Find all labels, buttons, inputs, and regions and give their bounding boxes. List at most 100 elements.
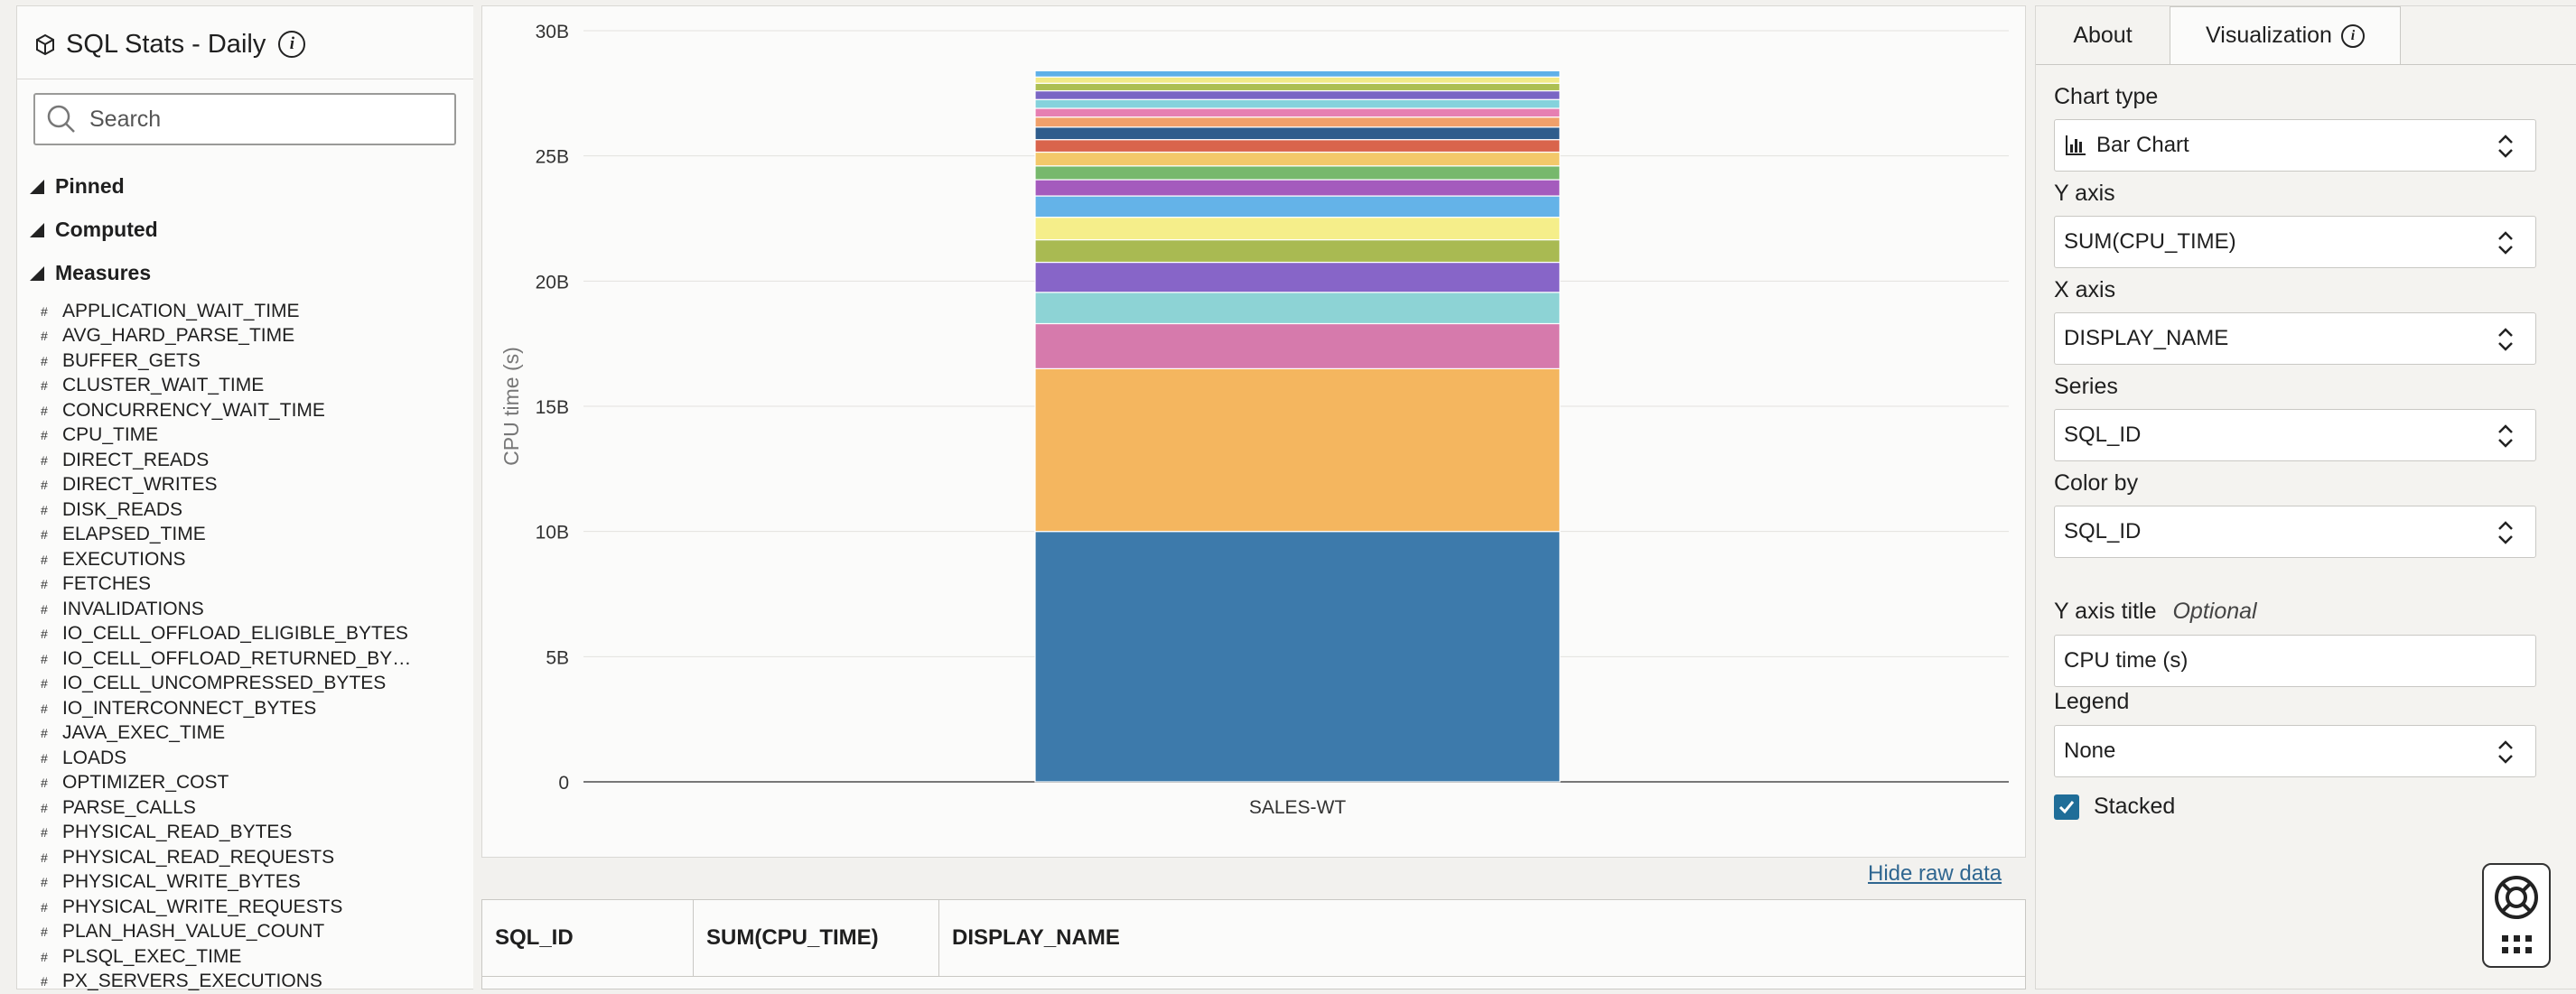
measure-label: EXECUTIONS [62, 549, 186, 571]
measure-item[interactable]: #APPLICATION_WAIT_TIME [41, 299, 411, 324]
tab-about[interactable]: About [2036, 6, 2170, 64]
checkmark-icon [2054, 794, 2079, 820]
info-icon[interactable]: i [2341, 24, 2365, 48]
measure-item[interactable]: #IO_CELL_OFFLOAD_RETURNED_BY… [41, 646, 411, 672]
hash-icon: # [41, 974, 62, 989]
hash-icon: # [41, 404, 62, 418]
measure-label: OPTIMIZER_COST [62, 772, 229, 794]
measure-label: LOADS [62, 748, 126, 769]
bar-segment [1035, 70, 1560, 77]
bar-segment [1035, 368, 1560, 531]
hash-icon: # [41, 875, 62, 889]
tab-visualization[interactable]: Visualization i [2170, 6, 2401, 64]
measure-item[interactable]: #IO_CELL_UNCOMPRESSED_BYTES [41, 672, 411, 697]
measure-item[interactable]: #FETCHES [41, 572, 411, 598]
measure-item[interactable]: #LOADS [41, 746, 411, 771]
hash-icon: # [41, 900, 62, 915]
measure-item[interactable]: #AVG_HARD_PARSE_TIME [41, 324, 411, 349]
measure-item[interactable]: #CPU_TIME [41, 423, 411, 449]
bar-segment [1035, 83, 1560, 90]
chart-type-select[interactable]: Bar Chart [2054, 119, 2536, 172]
bar-segment [1035, 127, 1560, 140]
measure-label: IO_CELL_OFFLOAD_RETURNED_BY… [62, 648, 411, 670]
measure-label: PLAN_HASH_VALUE_COUNT [62, 921, 324, 943]
measure-item[interactable]: #DISK_READS [41, 497, 411, 523]
bar-segment [1035, 117, 1560, 127]
measure-item[interactable]: #PLSQL_EXEC_TIME [41, 944, 411, 970]
measure-label: CLUSTER_WAIT_TIME [62, 375, 264, 396]
measure-item[interactable]: #INVALIDATIONS [41, 597, 411, 622]
bar-segment [1035, 240, 1560, 263]
chevron-updown-icon [2496, 422, 2515, 451]
info-icon[interactable]: i [278, 31, 305, 58]
measure-item[interactable]: #EXECUTIONS [41, 547, 411, 572]
measure-label: PX_SERVERS_EXECUTIONS [62, 971, 322, 992]
color-by-select[interactable]: SQL_ID [2054, 506, 2536, 558]
series-select[interactable]: SQL_ID [2054, 409, 2536, 461]
chevron-updown-icon [2496, 228, 2515, 257]
y-axis-title-input[interactable]: CPU time (s) [2054, 635, 2536, 687]
measure-item[interactable]: #PARSE_CALLS [41, 795, 411, 821]
measure-item[interactable]: #PHYSICAL_WRITE_REQUESTS [41, 895, 411, 920]
measure-item[interactable]: #JAVA_EXEC_TIME [41, 721, 411, 747]
bar-segment [1035, 140, 1560, 153]
hash-icon: # [41, 453, 62, 468]
bar-segment [1035, 532, 1560, 782]
hash-icon: # [41, 378, 62, 393]
bar-segment [1035, 218, 1560, 240]
lifebuoy-icon [2484, 865, 2549, 966]
measure-label: IO_CELL_OFFLOAD_ELIGIBLE_BYTES [62, 623, 408, 645]
y-tick-label: 30B [536, 22, 569, 42]
column-header-sum-cpu-time[interactable]: SUM(CPU_TIME) [694, 900, 939, 976]
measure-item[interactable]: #PHYSICAL_WRITE_BYTES [41, 870, 411, 896]
measure-item[interactable]: #OPTIMIZER_COST [41, 771, 411, 796]
hash-icon: # [41, 428, 62, 442]
hash-icon: # [41, 676, 62, 691]
section-measures[interactable]: Measures [30, 261, 151, 285]
measure-item[interactable]: #DIRECT_READS [41, 448, 411, 473]
measure-item[interactable]: #DIRECT_WRITES [41, 473, 411, 498]
bar-segment [1035, 323, 1560, 368]
optional-hint: Optional [2172, 599, 2256, 624]
chevron-updown-icon [2496, 518, 2515, 547]
x-axis-select[interactable]: DISPLAY_NAME [2054, 312, 2536, 365]
y-tick-label: 10B [536, 523, 569, 543]
hash-icon: # [41, 553, 62, 567]
section-pinned[interactable]: Pinned [30, 174, 125, 199]
stacked-checkbox[interactable]: Stacked [2054, 794, 2175, 820]
hide-raw-data-link[interactable]: Hide raw data [1868, 861, 2002, 887]
measure-item[interactable]: #PX_SERVERS_EXECUTIONS [41, 970, 411, 994]
measure-item[interactable]: #PLAN_HASH_VALUE_COUNT [41, 920, 411, 945]
measure-item[interactable]: #CLUSTER_WAIT_TIME [41, 374, 411, 399]
measure-item[interactable]: #IO_CELL_OFFLOAD_ELIGIBLE_BYTES [41, 622, 411, 647]
section-label: Computed [55, 218, 158, 242]
column-header-sql-id[interactable]: SQL_ID [482, 900, 694, 976]
hash-icon: # [41, 801, 62, 815]
y-tick-label: 15B [536, 397, 569, 418]
measure-item[interactable]: #PHYSICAL_READ_BYTES [41, 821, 411, 846]
search-box[interactable] [33, 93, 456, 145]
legend-select[interactable]: None [2054, 725, 2536, 777]
chart-type-label: Chart type [2054, 84, 2158, 110]
bar-segment [1035, 180, 1560, 196]
chevron-updown-icon [2496, 738, 2515, 766]
collapse-triangle-icon [30, 223, 44, 237]
select-value: SQL_ID [2064, 423, 2141, 448]
measure-item[interactable]: #PHYSICAL_READ_REQUESTS [41, 845, 411, 870]
column-header-display-name[interactable]: DISPLAY_NAME [939, 900, 2027, 976]
measure-item[interactable]: #ELAPSED_TIME [41, 523, 411, 548]
search-input[interactable] [88, 106, 434, 134]
help-launcher[interactable] [2482, 863, 2551, 968]
measure-item[interactable]: #IO_INTERCONNECT_BYTES [41, 696, 411, 721]
y-axis-select[interactable]: SUM(CPU_TIME) [2054, 216, 2536, 268]
hash-icon: # [41, 652, 62, 666]
y-tick-label: 0 [558, 773, 569, 794]
hash-icon: # [41, 478, 62, 492]
y-tick-label: 5B [546, 647, 569, 668]
measure-item[interactable]: #CONCURRENCY_WAIT_TIME [41, 398, 411, 423]
bar-segment [1035, 108, 1560, 117]
checkbox-label: Stacked [2094, 794, 2175, 820]
section-computed[interactable]: Computed [30, 218, 158, 242]
measure-item[interactable]: #BUFFER_GETS [41, 348, 411, 374]
